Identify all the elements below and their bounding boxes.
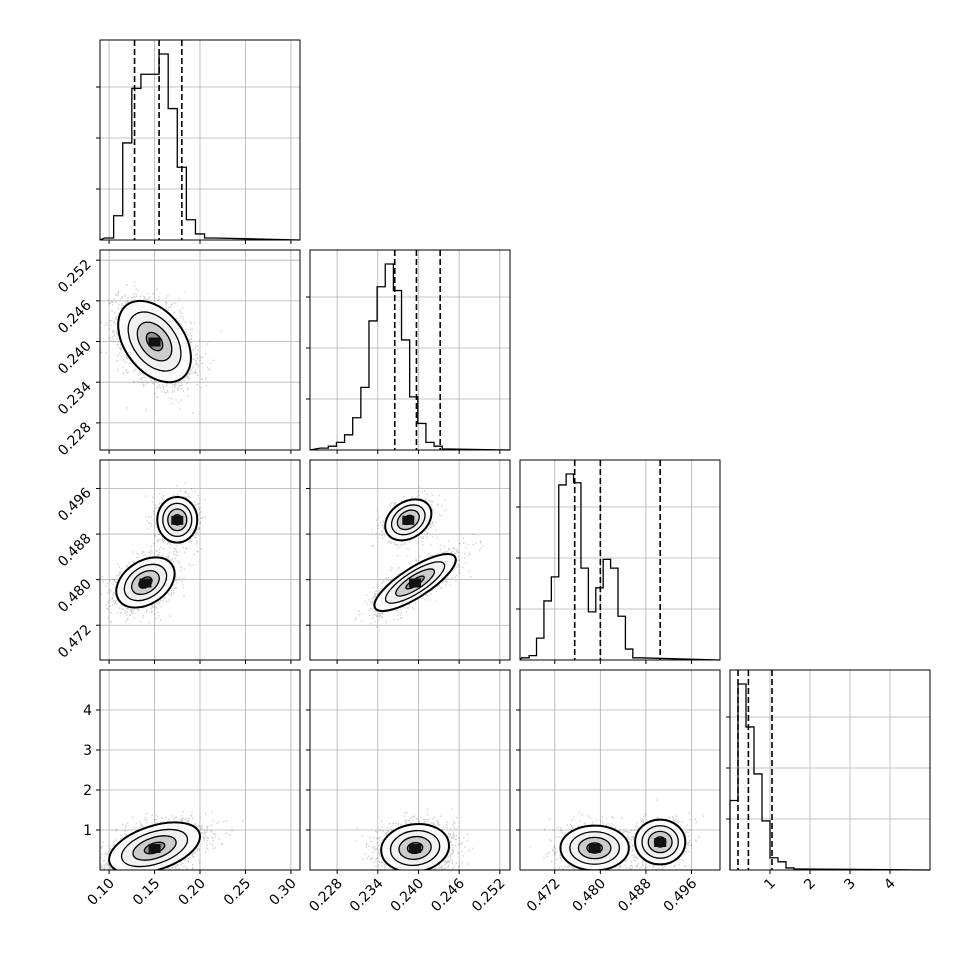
x-tick-label-3-0: 1 xyxy=(761,876,779,894)
scatter-panel-3-0 xyxy=(99,669,301,871)
panel-content-3-1 xyxy=(310,670,510,870)
panel-frame-2-2 xyxy=(519,459,721,661)
y-tick-label-1-3: 0.246 xyxy=(55,297,95,337)
panel-frame-1-1 xyxy=(309,249,511,451)
x-tick-label-1-2: 0.240 xyxy=(388,876,428,916)
x-tick-label-1-4: 0.252 xyxy=(469,876,509,916)
panel-frame-3-3 xyxy=(729,669,931,871)
x-tick-label-1-3: 0.246 xyxy=(428,875,468,915)
panel-content-3-0 xyxy=(100,670,300,870)
y-tick-label-2-1: 0.480 xyxy=(55,576,95,616)
x-tick-label-2-1: 0.480 xyxy=(570,876,610,916)
y-tick-label-3-0: 1 xyxy=(83,823,92,839)
histogram-panel-1 xyxy=(306,249,511,451)
histogram-panel-0 xyxy=(96,39,301,241)
y-tick-label-1-4: 0.252 xyxy=(55,257,95,297)
panel-content-2-1 xyxy=(310,460,510,660)
density-peak-1-0-0 xyxy=(148,337,161,347)
panel-content-2-0 xyxy=(100,460,300,660)
histogram-steps-3 xyxy=(729,683,931,871)
x-tick-label-3-3: 4 xyxy=(881,875,899,893)
scatter-panel-3-2 xyxy=(519,669,721,871)
scatter-panel-3-1 xyxy=(309,669,511,871)
y-tick-label-1-0: 0.228 xyxy=(55,419,95,459)
histogram-panel-3 xyxy=(726,669,931,871)
panel-frame-2-1 xyxy=(309,459,511,661)
density-peak-3-2-1 xyxy=(654,838,667,847)
panel-content-1-0 xyxy=(100,250,300,450)
density-peak-2-1-0 xyxy=(409,578,422,588)
x-tick-label-1-1: 0.234 xyxy=(347,875,387,915)
x-tick-label-0-2: 0.20 xyxy=(175,876,208,909)
x-tick-label-2-2: 0.488 xyxy=(615,876,655,916)
y-tick-label-2-2: 0.488 xyxy=(55,531,95,571)
x-tick-label-3-1: 2 xyxy=(801,876,819,894)
y-tick-label-3-1: 2 xyxy=(83,783,92,799)
density-peak-2-0-0 xyxy=(139,578,152,588)
density-peak-3-0-0 xyxy=(148,844,161,853)
histogram-panel-2 xyxy=(516,459,721,661)
y-tick-label-2-0: 0.472 xyxy=(55,622,95,662)
x-tick-label-0-3: 0.25 xyxy=(221,876,254,909)
y-tick-label-1-1: 0.234 xyxy=(55,379,95,419)
density-peak-3-2-0 xyxy=(588,844,601,853)
scatter-panel-2-0 xyxy=(99,459,301,661)
density-peak-2-1-1 xyxy=(402,515,415,525)
y-tick-label-3-3: 4 xyxy=(83,703,92,719)
y-tick-label-3-2: 3 xyxy=(83,743,92,759)
panel-frame-3-2 xyxy=(519,669,721,871)
x-tick-label-0-1: 0.15 xyxy=(130,876,163,909)
histogram-steps-2 xyxy=(519,473,721,661)
panel-frame-3-1 xyxy=(309,669,511,871)
x-tick-label-2-3: 0.496 xyxy=(661,875,701,915)
panel-content-3-2 xyxy=(520,670,720,870)
x-tick-label-2-0: 0.472 xyxy=(524,876,564,916)
x-tick-label-0-4: 0.30 xyxy=(266,876,299,909)
y-tick-label-2-3: 0.496 xyxy=(55,485,95,525)
scatter-panel-1-0 xyxy=(99,249,301,451)
y-tick-label-1-2: 0.240 xyxy=(55,338,95,378)
density-peak-2-0-1 xyxy=(171,515,184,525)
x-tick-label-1-0: 0.228 xyxy=(306,876,346,916)
density-peak-3-1-0 xyxy=(409,844,422,853)
x-tick-label-0-0: 0.10 xyxy=(85,876,118,909)
histogram-steps-1 xyxy=(309,263,511,451)
x-tick-label-3-2: 3 xyxy=(841,876,859,894)
scatter-panel-2-1 xyxy=(309,459,511,661)
